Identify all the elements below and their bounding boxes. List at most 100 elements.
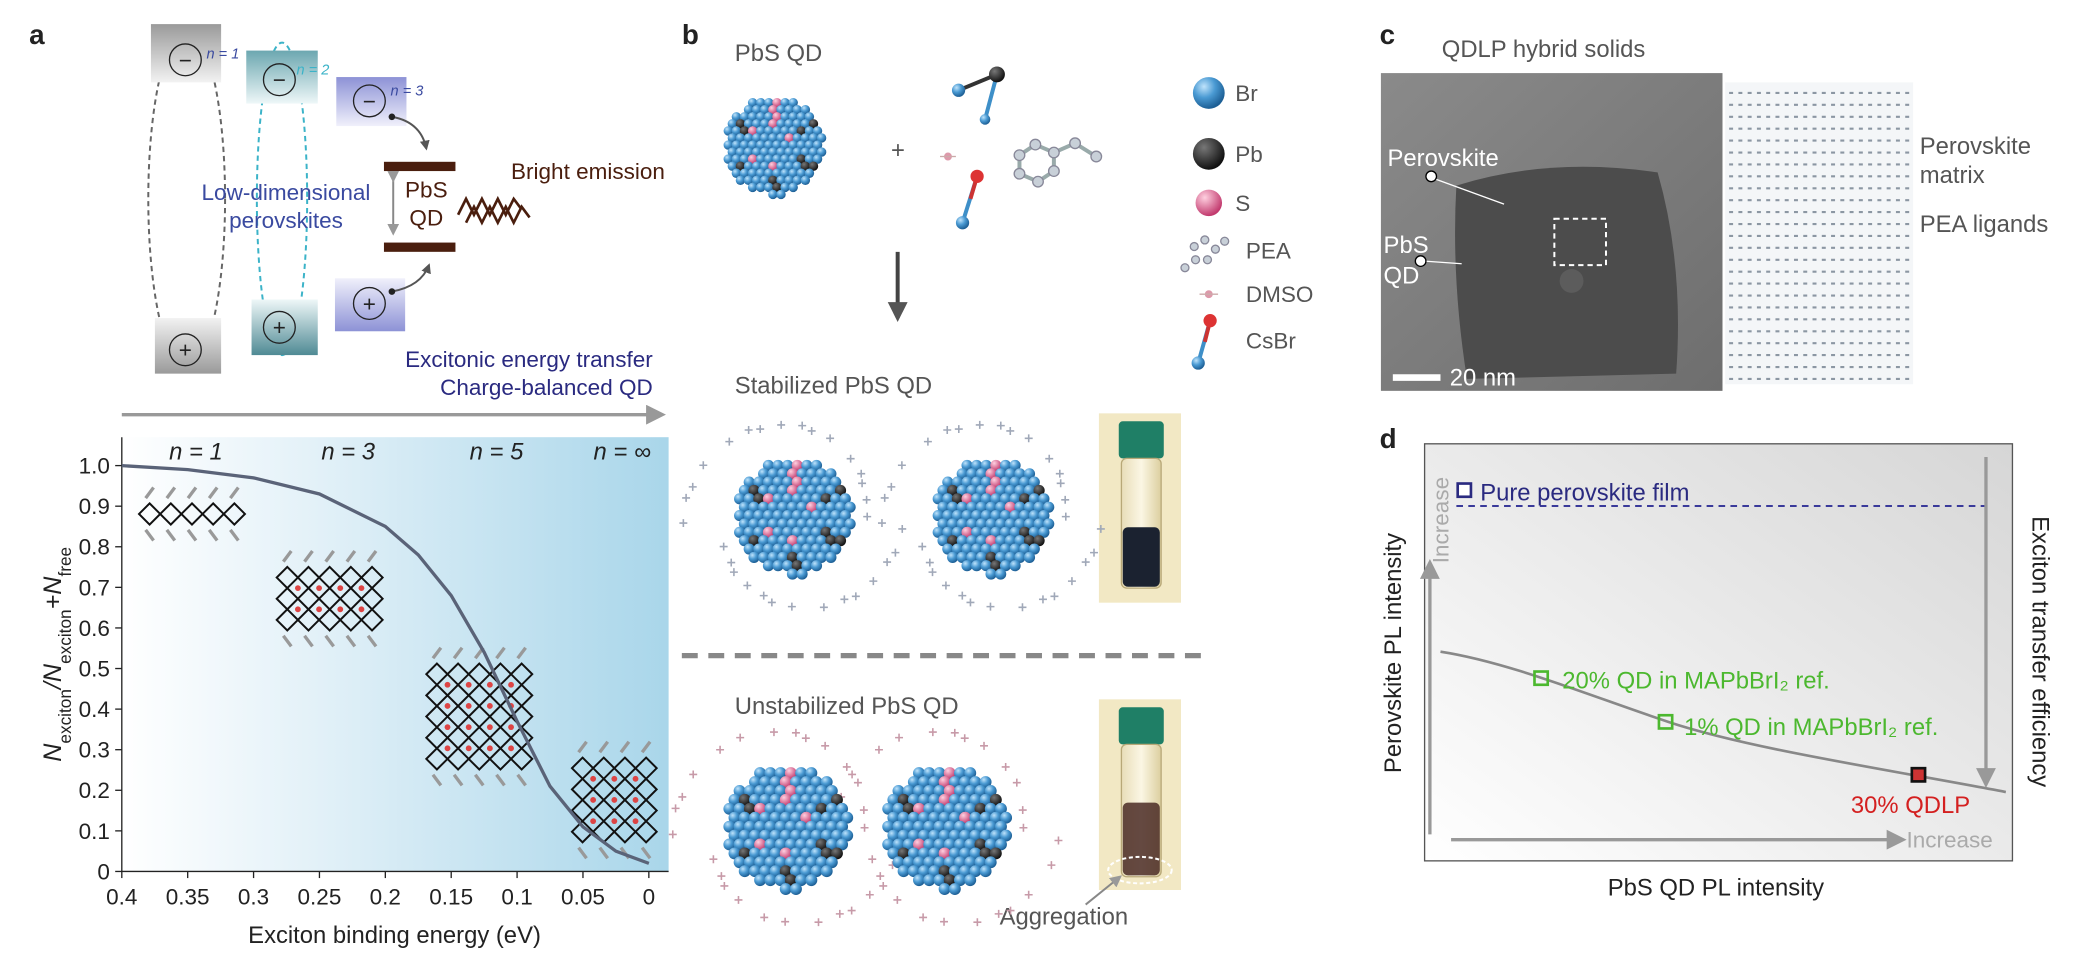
ligand [366,634,378,648]
ligand [960,734,969,743]
atom [764,856,777,869]
atom [943,802,956,815]
atom [743,493,755,505]
atom [1023,551,1036,563]
atom [938,793,951,806]
tem-image [1380,73,1914,391]
ligand [868,855,877,864]
atom [825,802,838,815]
atom [764,802,777,815]
atom [979,847,992,860]
atom [733,856,746,869]
atom [800,776,813,788]
ligand [781,917,790,926]
ligand [736,733,745,742]
atom [830,526,842,538]
atom [782,526,794,538]
atom [738,484,750,497]
atom [788,97,798,108]
octahedron [296,607,321,632]
atom [887,793,900,806]
atom [999,560,1012,572]
atom [961,476,973,488]
atom [834,501,847,513]
ligand [668,830,677,839]
x-tick-label: 0.35 [166,885,210,910]
ligand [975,420,984,429]
atom [743,147,754,157]
atom [735,133,746,143]
atom [975,551,988,563]
ligand [996,421,1005,430]
ligand [950,728,959,737]
cation [465,724,472,731]
atom [1009,509,1021,522]
atom [969,865,982,878]
atom [796,518,808,530]
atom [776,161,786,171]
atom [995,535,1007,547]
ligand [842,762,851,771]
panel-label: a [29,19,45,50]
atom [831,811,843,824]
ligand [943,426,952,434]
atom [907,793,920,806]
section-title: Stabilized PbS QD [735,372,932,399]
atom [795,802,808,815]
ligand [431,646,443,660]
ligand [366,550,378,563]
atom [815,518,827,530]
ligand [994,909,1003,918]
atom [806,551,818,563]
atom [892,838,905,851]
atom [743,543,755,555]
atom [844,518,856,530]
atom [1033,518,1045,530]
atom [776,189,786,200]
atom [727,133,738,143]
level-label: n = 1 [207,47,240,63]
atom [734,493,746,505]
ligand [756,425,765,434]
atom [1014,501,1026,513]
atom [831,793,843,806]
ligand [928,568,937,577]
atom [772,112,782,122]
ligand [767,598,776,607]
tem-label: QD [1384,263,1420,290]
atom [961,459,973,471]
ligand [671,804,680,813]
atom [731,126,742,136]
ligand [345,550,357,563]
annotation: n = ∞ [594,439,651,466]
octahedron [222,501,247,526]
atom [951,493,964,505]
atom [810,811,823,824]
atom [999,459,1012,471]
atom [836,820,849,833]
atom [985,551,997,563]
atom [990,543,1002,555]
atom [1009,526,1021,538]
atom [747,97,758,108]
atom [951,509,964,522]
atom [947,518,959,530]
atom [999,543,1012,555]
ligand [769,728,778,737]
panel-label: c [1380,19,1395,50]
y-tick-label: 0.4 [79,697,110,722]
atom [948,829,961,842]
ligand [865,890,874,899]
atom [754,767,767,780]
atom [768,147,778,157]
ligand [165,486,177,500]
cation [358,585,365,592]
atom [820,847,833,860]
tem-title: QDLP hybrid solids [1442,36,1646,63]
ligand [144,528,155,542]
ligand [144,486,155,500]
atom [954,874,966,887]
atom [984,838,997,851]
qd-label: PbS [405,178,448,203]
atom [948,847,961,860]
